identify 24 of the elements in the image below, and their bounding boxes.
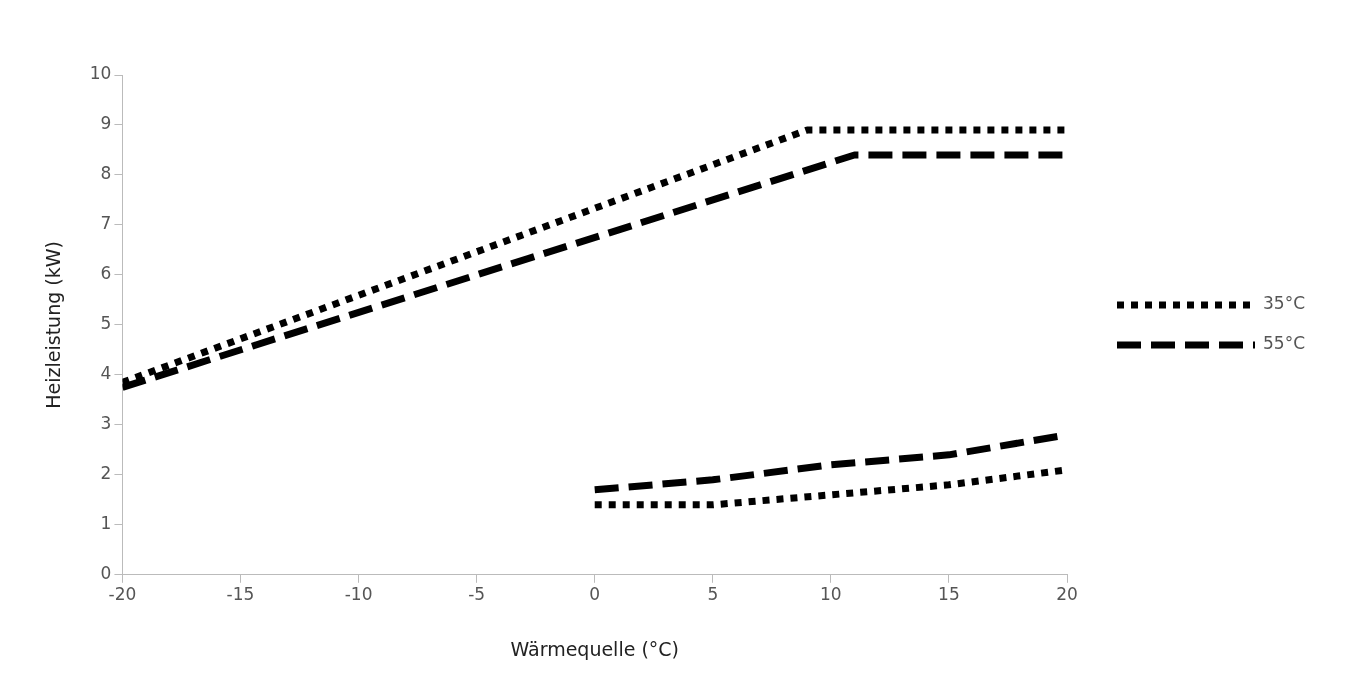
x-tick-label: -20: [108, 584, 137, 605]
x-tick-label: 10: [820, 584, 842, 605]
text: 35°C: [1263, 293, 1306, 314]
y-tick-label: 3: [100, 413, 112, 434]
x-tick-label: 0: [589, 584, 601, 605]
text: 55°C: [1263, 333, 1306, 354]
x-axis-title: Wärmequelle (°C): [510, 637, 679, 660]
y-axis-title: Heizleistung (kW): [42, 241, 65, 409]
y-tick-label: 6: [100, 263, 112, 284]
x-tick-label: -10: [344, 584, 373, 605]
x-tick-label: -15: [226, 584, 255, 605]
y-tick-label: 0: [100, 563, 112, 584]
y-tick-label: 9: [100, 113, 112, 134]
x-tick-label: 5: [707, 584, 719, 605]
y-tick-label: 1: [100, 513, 112, 534]
y-tick-label: 4: [100, 363, 112, 384]
y-tick-label: 8: [100, 163, 112, 184]
y-tick-label: 7: [100, 213, 112, 234]
x-tick-label: 15: [938, 584, 960, 605]
y-tick-label: 2: [100, 463, 112, 484]
x-tick-label: 20: [1056, 584, 1078, 605]
y-tick-label: 5: [100, 313, 112, 334]
x-tick-label: -5: [468, 584, 486, 605]
y-tick-label: 10: [89, 63, 112, 84]
